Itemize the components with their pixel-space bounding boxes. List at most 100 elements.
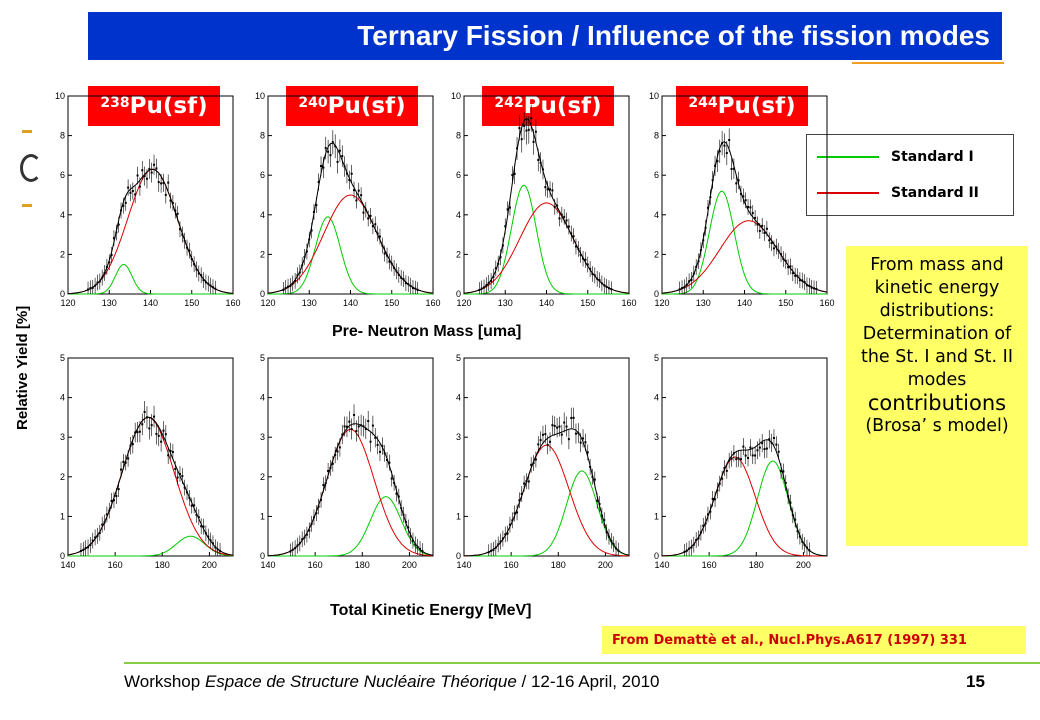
data-point [716, 160, 719, 163]
data-point [289, 284, 292, 287]
data-point [124, 461, 127, 464]
data-point [716, 489, 719, 492]
data-point [504, 225, 507, 228]
data-point [532, 140, 535, 143]
data-point [556, 204, 559, 207]
data-point [317, 180, 320, 183]
data-point [416, 288, 419, 291]
series-standard-ii [463, 444, 630, 557]
data-point [593, 478, 596, 481]
data-point [685, 283, 688, 286]
data-point [551, 424, 554, 427]
data-point [360, 194, 363, 197]
data-point [789, 501, 792, 504]
data-point [301, 264, 304, 267]
x-tick-label: 120 [456, 298, 471, 308]
data-point [730, 457, 733, 460]
data-point [155, 432, 158, 435]
y-tick-label: 0 [456, 551, 461, 561]
y-tick-label: 5 [260, 353, 265, 363]
data-point [589, 267, 592, 270]
data-point [754, 216, 757, 219]
y-tick-label: 2 [60, 472, 65, 482]
data-point [699, 531, 702, 534]
data-point [112, 499, 115, 502]
data-point [772, 437, 775, 440]
data-point [754, 454, 757, 457]
series-standard-i [268, 216, 433, 295]
data-point [209, 539, 212, 542]
x-tick-label: 150 [384, 298, 399, 308]
data-point [131, 190, 134, 193]
data-point [511, 519, 514, 522]
data-point [371, 424, 374, 427]
data-point [103, 272, 106, 275]
data-point [397, 495, 400, 498]
data-point [728, 459, 731, 462]
data-point [721, 477, 724, 480]
data-point [570, 232, 573, 235]
data-point [317, 505, 320, 508]
plot-frame [267, 357, 434, 557]
data-point [200, 274, 203, 277]
data-point [409, 284, 412, 287]
x-tick-label: 140 [343, 298, 358, 308]
data-point [402, 278, 405, 281]
data-point [681, 287, 684, 290]
data-point [164, 433, 167, 436]
data-point [374, 223, 377, 226]
note-contributions: contributions [867, 391, 1007, 415]
data-point [186, 491, 189, 494]
data-point [699, 249, 702, 252]
data-point [603, 284, 606, 287]
data-point [400, 276, 403, 279]
data-point [315, 512, 318, 515]
data-point [518, 127, 521, 130]
data-point [357, 425, 360, 428]
panel-label-238-text: Pu(sf) [129, 93, 208, 119]
data-point [190, 504, 193, 507]
data-point [211, 286, 214, 289]
data-point [739, 192, 742, 195]
data-point [383, 252, 386, 255]
y-tick-label: 10 [649, 91, 659, 101]
data-point [711, 179, 714, 182]
plot-frame [67, 357, 234, 557]
panel-label-242-text: Pu(sf) [523, 93, 602, 119]
series-total-fit [463, 428, 630, 557]
data-point [324, 482, 327, 485]
data-point [803, 543, 806, 546]
series-total-fit [463, 118, 630, 294]
data-point [101, 523, 104, 526]
data-point [378, 450, 381, 453]
series-standard-i [268, 496, 434, 557]
data-point [296, 274, 299, 277]
data-point [702, 239, 705, 242]
data-point [96, 281, 99, 284]
data-point [796, 530, 799, 533]
data-point [153, 415, 156, 418]
data-point [110, 253, 113, 256]
data-point [171, 201, 174, 204]
data-point [117, 223, 120, 226]
data-point [780, 470, 783, 473]
y-tick-label: 6 [654, 170, 659, 180]
plot-frame [463, 95, 630, 295]
data-point [567, 438, 570, 441]
panel-label-240-mass-number: 240 [298, 95, 328, 111]
chart-tke-238: 140 160 180 200 0 1 2 3 4 5 [60, 353, 234, 570]
data-point [688, 547, 691, 550]
data-point [305, 250, 308, 253]
data-point [291, 548, 294, 551]
data-point [777, 450, 780, 453]
data-point [485, 284, 488, 287]
data-point [794, 518, 797, 521]
data-point [320, 498, 323, 501]
data-point [371, 225, 374, 228]
data-point [89, 287, 92, 290]
x-tick-label: 130 [102, 298, 117, 308]
data-point [381, 244, 384, 247]
data-point [369, 440, 372, 443]
data-point [697, 260, 700, 263]
data-point [202, 525, 205, 528]
